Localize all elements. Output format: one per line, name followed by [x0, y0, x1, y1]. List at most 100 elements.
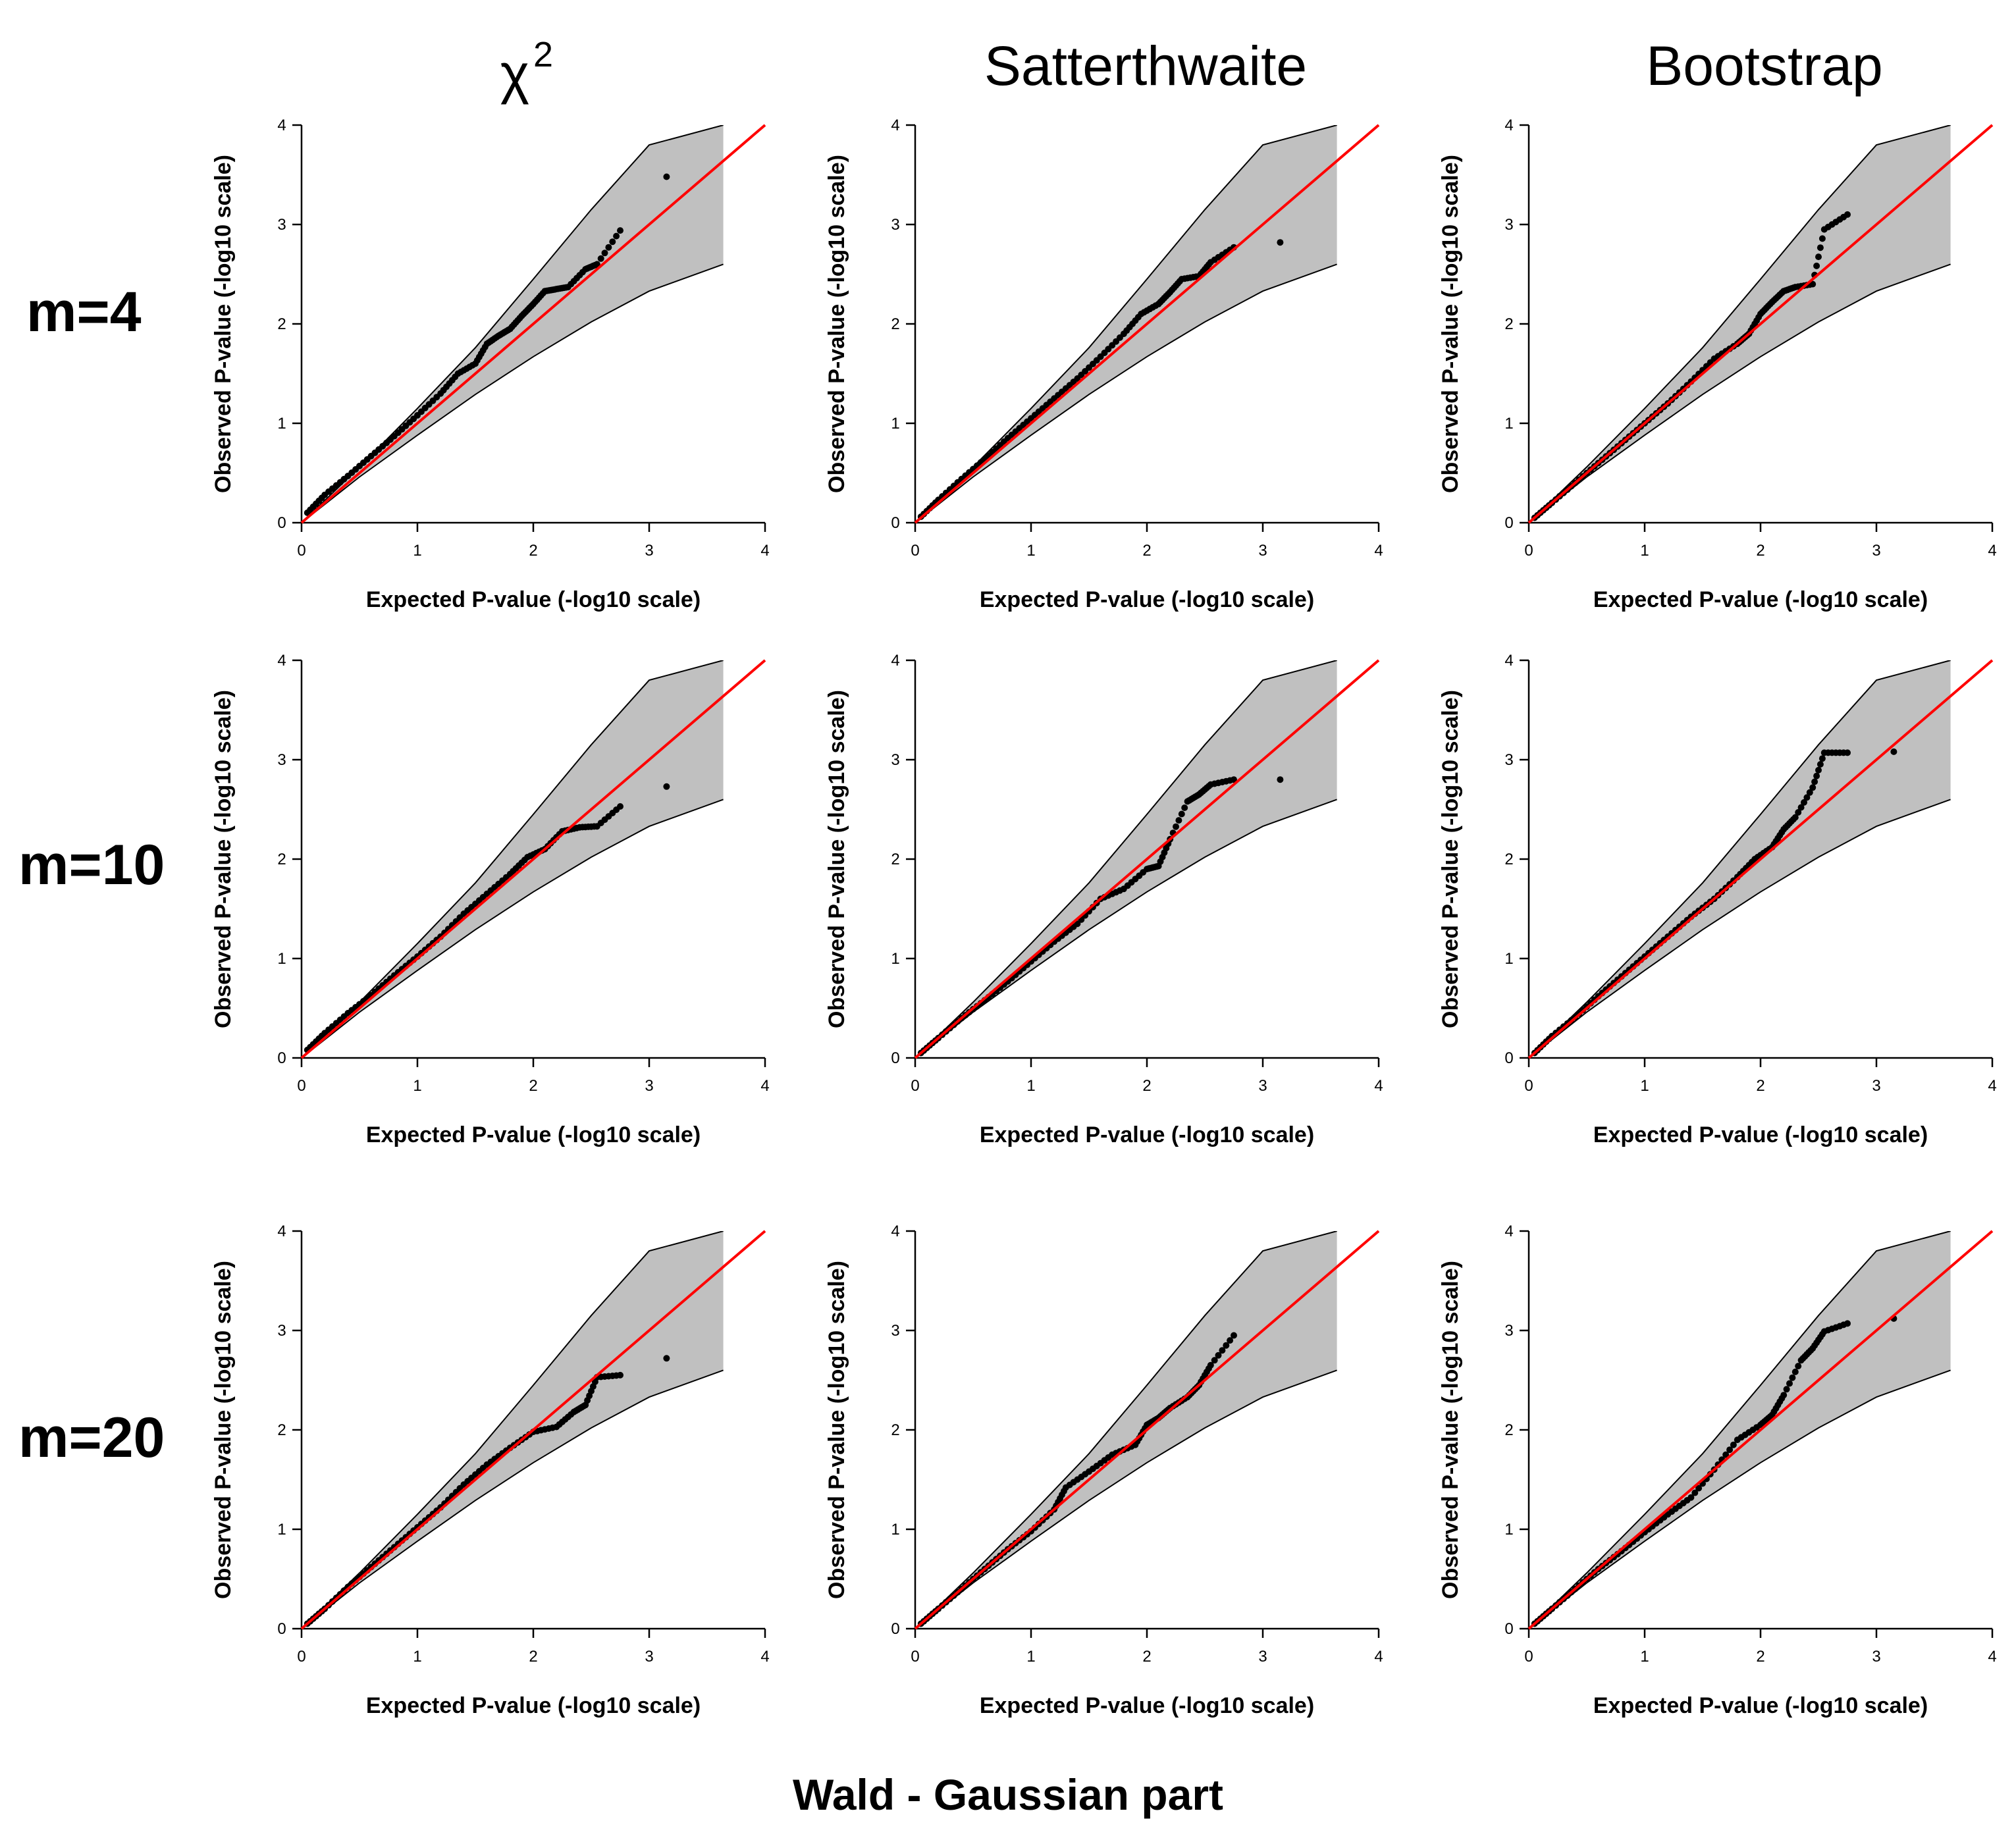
y-axis-label: Observed P-value (-log10 scale) — [824, 155, 849, 493]
x-tick-label: 2 — [1756, 1077, 1764, 1095]
y-axis-label: Observed P-value (-log10 scale) — [824, 1261, 849, 1599]
y-tick-label: 0 — [277, 1620, 286, 1638]
y-tick-label: 4 — [891, 1222, 899, 1240]
x-tick-label: 3 — [645, 1077, 653, 1095]
data-point — [617, 803, 623, 810]
data-point — [1722, 1451, 1730, 1458]
x-tick-label: 4 — [1988, 542, 1996, 560]
confidence-band-upper — [1529, 1231, 1951, 1629]
data-point — [1818, 755, 1826, 762]
qq-panel: 0 1 2 3 4 0 1 2 3 4 Expected P-value (-log10 scale… — [1438, 117, 1997, 612]
y-tick-label: 2 — [891, 1421, 899, 1439]
confidence-band-lower — [915, 1369, 1337, 1629]
x-tick-label: 1 — [413, 542, 421, 560]
y-axis-label: Observed P-value (-log10 scale) — [211, 1261, 236, 1599]
y-tick-label: 4 — [277, 652, 286, 670]
y-tick-label: 2 — [891, 315, 899, 333]
data-point — [1691, 1489, 1699, 1496]
x-tick-label: 0 — [297, 1648, 305, 1666]
reference-line — [300, 124, 766, 524]
y-axis-label: Observed P-value (-log10 scale) — [1438, 1261, 1463, 1599]
data-point — [1817, 761, 1824, 768]
data-point — [1074, 920, 1081, 928]
x-tick-label: 2 — [1756, 542, 1764, 560]
data-point — [1797, 804, 1805, 811]
x-tick-label: 0 — [297, 1077, 305, 1095]
y-tick-label: 4 — [891, 117, 899, 134]
y-tick-label: 2 — [277, 851, 286, 868]
x-tick-label: 1 — [1640, 542, 1649, 560]
confidence-band — [302, 1231, 724, 1629]
x-axis-label: Expected P-value (-log10 scale) — [980, 1122, 1314, 1147]
confidence-band — [915, 660, 1337, 1058]
x-axis-label: Expected P-value (-log10 scale) — [366, 1693, 701, 1718]
y-tick-label: 1 — [1504, 1521, 1513, 1538]
row-label-m4: m=4 — [26, 280, 142, 344]
data-point — [605, 244, 612, 251]
column-title-satterthwaite: Satterthwaite — [984, 35, 1308, 97]
confidence-band-upper — [1529, 125, 1951, 523]
x-tick-label: 1 — [1026, 1077, 1035, 1095]
data-point — [1173, 823, 1179, 830]
y-tick-label: 3 — [1504, 1322, 1513, 1340]
y-tick-label: 3 — [277, 216, 286, 234]
y-tick-label: 1 — [1504, 950, 1513, 968]
x-axis-label: Expected P-value (-log10 scale) — [366, 1122, 701, 1147]
data-point — [1178, 810, 1185, 818]
reference-line — [1527, 1230, 1994, 1630]
y-tick-label: 2 — [277, 1421, 286, 1439]
x-tick-label: 1 — [413, 1077, 421, 1095]
reference-line — [1527, 124, 1994, 524]
qq-panel: 0 1 2 3 4 0 1 2 3 4 Expected P-value (-log10 scale… — [824, 117, 1383, 612]
x-tick-label: 2 — [529, 542, 537, 560]
data-point — [1806, 789, 1813, 796]
data-point — [1695, 1485, 1703, 1492]
y-axis-label: Observed P-value (-log10 scale) — [211, 155, 236, 493]
data-point — [1813, 262, 1820, 269]
data-point — [1803, 794, 1811, 801]
data-point — [613, 232, 620, 240]
x-tick-label: 2 — [1142, 1648, 1151, 1666]
qq-panel: 0 1 2 3 4 0 1 2 3 4 Expected P-value (-log10 scale… — [824, 1222, 1383, 1718]
data-point — [1815, 766, 1822, 774]
y-tick-label: 3 — [277, 751, 286, 769]
x-tick-label: 4 — [1988, 1648, 1996, 1666]
x-tick-label: 0 — [1524, 1648, 1533, 1666]
y-tick-label: 1 — [277, 415, 286, 433]
x-tick-label: 1 — [1640, 1077, 1649, 1095]
data-point — [1815, 253, 1822, 261]
data-point — [1277, 776, 1284, 783]
y-tick-label: 1 — [1504, 415, 1513, 433]
confidence-band — [302, 660, 724, 1058]
confidence-band — [1529, 125, 1951, 523]
data-point — [1795, 809, 1802, 816]
qq-panel: 0 1 2 3 4 0 1 2 3 4 Expected P-value (-log10 scale… — [211, 1222, 770, 1718]
data-point — [1813, 772, 1820, 779]
y-tick-label: 4 — [277, 1222, 286, 1240]
data-point — [1817, 244, 1824, 251]
y-tick-label: 0 — [1504, 514, 1513, 532]
x-tick-label: 2 — [1142, 1077, 1151, 1095]
qq-panel: 0 1 2 3 4 0 1 2 3 4 Expected P-value (-log10 scale… — [211, 652, 770, 1147]
x-tick-label: 3 — [645, 542, 653, 560]
y-tick-label: 1 — [277, 1521, 286, 1538]
y-tick-label: 4 — [1504, 1222, 1513, 1240]
y-tick-label: 3 — [891, 1322, 899, 1340]
y-tick-label: 0 — [1504, 1049, 1513, 1067]
data-point — [1818, 235, 1826, 242]
x-tick-label: 0 — [911, 542, 919, 560]
y-tick-label: 4 — [1504, 117, 1513, 134]
confidence-band-upper — [1529, 660, 1951, 1058]
data-point — [617, 227, 623, 234]
x-tick-label: 3 — [1872, 1648, 1880, 1666]
x-tick-label: 4 — [1374, 1648, 1383, 1666]
row-label-m10: m=10 — [18, 833, 165, 897]
confidence-band-upper — [302, 660, 724, 1058]
data-point — [617, 1371, 623, 1379]
x-tick-label: 1 — [1026, 542, 1035, 560]
row-label-m20: m=20 — [18, 1406, 165, 1469]
confidence-band-lower — [302, 799, 724, 1058]
x-tick-label: 2 — [529, 1648, 537, 1666]
